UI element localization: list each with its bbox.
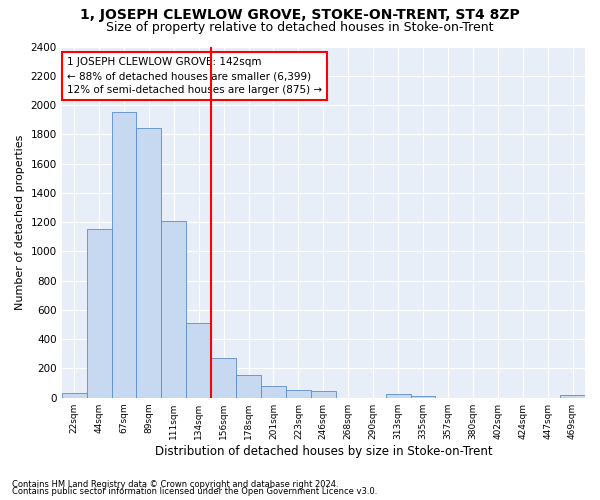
Bar xyxy=(161,220,186,398)
Bar xyxy=(186,323,211,398)
Bar xyxy=(62,394,86,398)
Text: Size of property relative to detached houses in Stoke-on-Trent: Size of property relative to detached ho… xyxy=(106,21,494,34)
X-axis label: Distribution of detached houses by size in Stoke-on-Trent: Distribution of detached houses by size … xyxy=(155,444,492,458)
Bar xyxy=(136,128,161,398)
Bar xyxy=(386,394,410,398)
Y-axis label: Number of detached properties: Number of detached properties xyxy=(15,134,25,310)
Bar xyxy=(86,230,112,398)
Text: Contains HM Land Registry data © Crown copyright and database right 2024.: Contains HM Land Registry data © Crown c… xyxy=(12,480,338,489)
Text: Contains public sector information licensed under the Open Government Licence v3: Contains public sector information licen… xyxy=(12,487,377,496)
Bar xyxy=(311,391,336,398)
Bar xyxy=(560,395,585,398)
Bar xyxy=(261,386,286,398)
Bar xyxy=(410,396,436,398)
Bar xyxy=(236,375,261,398)
Bar xyxy=(286,390,311,398)
Bar xyxy=(211,358,236,398)
Text: 1 JOSEPH CLEWLOW GROVE: 142sqm
← 88% of detached houses are smaller (6,399)
12% : 1 JOSEPH CLEWLOW GROVE: 142sqm ← 88% of … xyxy=(67,57,322,95)
Text: 1, JOSEPH CLEWLOW GROVE, STOKE-ON-TRENT, ST4 8ZP: 1, JOSEPH CLEWLOW GROVE, STOKE-ON-TRENT,… xyxy=(80,8,520,22)
Bar xyxy=(112,112,136,398)
